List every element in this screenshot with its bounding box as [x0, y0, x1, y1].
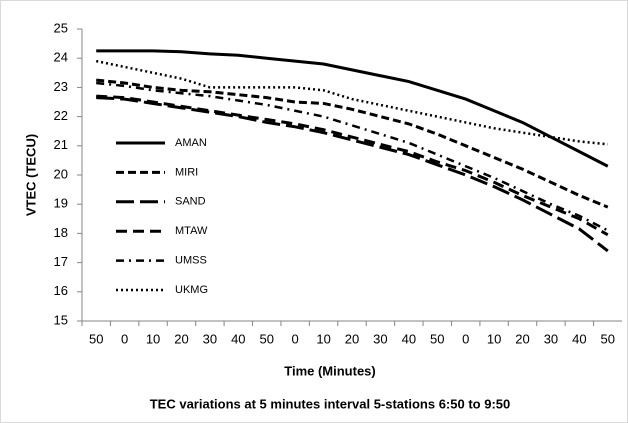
y-tick-label: 20 — [54, 166, 68, 181]
series-line — [95, 59, 608, 146]
legend-label: AMAN — [175, 137, 207, 149]
x-tick-label: 30 — [373, 331, 387, 346]
legend-label: UKMG — [175, 284, 208, 296]
x-tick-label: 50 — [89, 331, 103, 346]
legend-label: MTAW — [175, 225, 208, 237]
x-tick-label: 20 — [174, 331, 188, 346]
y-tick-label: 23 — [54, 79, 68, 94]
legend-label: MIRI — [175, 166, 198, 178]
y-tick-label: 15 — [54, 312, 68, 327]
x-tick-label: 0 — [462, 331, 469, 346]
y-axis-label: VTEC (TECU) — [23, 134, 38, 216]
legend-label: UMSS — [175, 255, 207, 267]
x-tick-label: 10 — [487, 331, 501, 346]
x-tick-label: 50 — [601, 331, 615, 346]
x-tick-label: 30 — [544, 331, 558, 346]
x-tick-label: 50 — [260, 331, 274, 346]
x-tick-label: 40 — [231, 331, 245, 346]
series-line — [96, 81, 609, 232]
caption: TEC variations at 5 minutes interval 5-s… — [150, 396, 511, 411]
y-tick-label: 17 — [54, 254, 68, 269]
x-tick-label: 0 — [292, 331, 299, 346]
x-axis-label: Time (Minutes) — [284, 363, 376, 378]
legend-label: SAND — [175, 196, 206, 208]
x-tick-label: 40 — [572, 331, 586, 346]
y-tick-label: 22 — [54, 108, 68, 123]
series-line — [96, 78, 609, 209]
y-tick-label: 19 — [54, 196, 68, 211]
y-tick-label: 24 — [54, 50, 68, 65]
x-tick-label: 10 — [316, 331, 330, 346]
x-tick-label: 40 — [402, 331, 416, 346]
y-tick-label: 16 — [54, 283, 68, 298]
y-tick-label: 18 — [54, 225, 68, 240]
series-line — [96, 94, 609, 237]
series-line — [96, 49, 609, 168]
x-tick-label: 0 — [121, 331, 128, 346]
x-tick-label: 50 — [430, 331, 444, 346]
x-tick-label: 30 — [203, 331, 217, 346]
y-tick-label: 21 — [54, 137, 68, 152]
x-tick-label: 10 — [146, 331, 160, 346]
y-tick-label: 25 — [54, 20, 68, 35]
x-tick-label: 20 — [345, 331, 359, 346]
x-tick-label: 20 — [515, 331, 529, 346]
